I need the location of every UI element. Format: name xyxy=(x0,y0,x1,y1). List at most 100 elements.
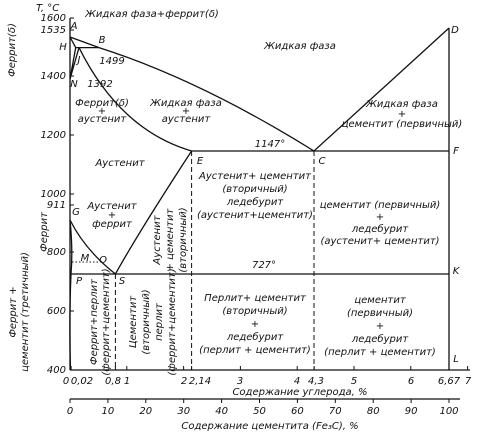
point-label: N xyxy=(70,79,78,90)
x-tick-label: 2,14 xyxy=(189,376,211,387)
x2-tick-label: 60 xyxy=(291,406,304,417)
temperature-label: 1147° xyxy=(255,139,285,150)
region-label: (вторичный) xyxy=(222,184,287,195)
region-label: Жидкая фаза+феррит(δ) xyxy=(84,9,219,20)
point-label: M xyxy=(81,253,90,264)
region-label: Феррит+перлит xyxy=(89,278,100,365)
es-line xyxy=(114,150,193,275)
region-label: Аустенит xyxy=(152,214,163,265)
x-tick-label: 5 xyxy=(351,376,357,387)
region-label: (аустенит+цементит) xyxy=(197,210,313,221)
region-label: феррит xyxy=(92,219,133,230)
x-tick-label: 1 xyxy=(124,376,130,387)
y-tick-label: 911 xyxy=(47,200,66,211)
region-label: Жидкая фаза xyxy=(149,98,222,109)
y-tick-label: 800 xyxy=(47,247,66,258)
region-label: + цементит xyxy=(165,207,176,271)
x-tick-label: 7 xyxy=(465,376,472,387)
x2-tick-label: 10 xyxy=(102,406,115,417)
point-label: O xyxy=(99,255,107,266)
point-label: P xyxy=(76,276,83,287)
x-tick-label: 0,8 xyxy=(105,376,121,387)
region-label: Аустенит xyxy=(86,201,137,212)
region-label: Жидкая фаза xyxy=(263,41,336,52)
region-label: Феррит(δ) xyxy=(7,23,18,77)
x-tick-label: 4,3 xyxy=(308,376,324,387)
x-tick-label: 4 xyxy=(294,376,300,387)
point-label: E xyxy=(197,156,204,167)
region-label: цементит xyxy=(354,295,407,306)
point-label: S xyxy=(119,276,126,287)
point-label: J xyxy=(76,55,81,66)
region-label: (феррит+цементит) xyxy=(101,268,112,375)
region-label: + xyxy=(376,321,384,332)
point-label: H xyxy=(59,42,67,53)
x2-tick-label: 20 xyxy=(139,406,152,417)
y-axis-label: T, °C xyxy=(36,3,59,14)
point-label: B xyxy=(99,35,106,46)
region-label: Феррит xyxy=(39,211,50,252)
x-tick-label: 6,67 xyxy=(438,376,461,387)
point-label: K xyxy=(453,266,461,277)
region-label: (аустенит+ цементит) xyxy=(320,236,439,247)
region-label: ледебурит xyxy=(351,223,410,235)
region-label: цементит (третичный) xyxy=(20,252,31,372)
point-label: L xyxy=(453,354,459,365)
x-tick-label: 3 xyxy=(237,376,243,387)
y-tick-label: 1535 xyxy=(41,25,66,36)
region-label: Жидкая фаза xyxy=(365,99,438,110)
region-label: (вторичный) xyxy=(178,207,189,272)
region-label: ледебурит xyxy=(351,333,410,345)
region-label: + xyxy=(108,210,116,221)
point-label: C xyxy=(319,156,326,167)
region-label: (перлит + цементит) xyxy=(199,345,311,356)
region-label: перлит xyxy=(154,302,165,341)
solidus-gamma xyxy=(78,47,192,152)
y-tick-label: 1400 xyxy=(41,71,66,82)
x2-tick-label: 70 xyxy=(329,406,342,417)
delta-gamma-lines xyxy=(69,47,80,80)
gp-line xyxy=(69,219,73,371)
x2-tick-label: 80 xyxy=(367,406,380,417)
region-label: Цементит xyxy=(128,295,139,348)
region-label: Перлит+ цементит xyxy=(204,293,307,304)
x-tick-label: 2 xyxy=(181,376,187,387)
y-tick-label: 1600 xyxy=(41,13,66,24)
region-label: + xyxy=(98,106,106,117)
temperature-label: 1392 xyxy=(87,79,112,90)
x-tick-label: 0 xyxy=(63,376,69,387)
liquidus xyxy=(69,27,450,152)
region-label: цементит (первичный) xyxy=(320,200,441,211)
region-label: (вторичный) xyxy=(141,289,152,354)
x2-tick-label: 0 xyxy=(67,406,73,417)
x2-tick-label: 90 xyxy=(405,406,418,417)
region-label: ледебурит xyxy=(226,331,285,343)
x2-tick-label: 30 xyxy=(177,406,190,417)
point-label: F xyxy=(453,146,459,157)
y-tick-label: 600 xyxy=(47,306,66,317)
y-tick-label: 1200 xyxy=(41,130,66,141)
region-label: + xyxy=(182,106,190,117)
x2-tick-label: 40 xyxy=(215,406,228,417)
region-label: ледебурит xyxy=(226,196,285,208)
y-tick-label: 400 xyxy=(47,365,66,376)
region-label: (феррит+цементит) xyxy=(167,268,178,375)
region-label: + xyxy=(251,319,259,330)
x2-tick-label: 50 xyxy=(253,406,266,417)
region-label: Аустенит+ цементит xyxy=(198,171,312,182)
region-label: Феррит(δ) xyxy=(75,98,129,109)
region-label: (перлит + цементит) xyxy=(324,347,436,358)
region-label: + xyxy=(398,109,406,120)
region-label: (первичный) xyxy=(347,308,413,319)
region-label: Аустенит xyxy=(94,158,145,169)
region-label: + xyxy=(376,212,384,223)
x2-axis-label: Содержание цементита (Fe₃C), % xyxy=(181,421,358,432)
region-label: Феррит + xyxy=(8,286,19,337)
region-label: аустенит xyxy=(78,114,128,125)
region-label: (вторичный) xyxy=(222,306,287,317)
region-label: аустенит xyxy=(162,114,212,125)
gs-line xyxy=(69,219,116,275)
region-label: цементит (первичный) xyxy=(342,119,463,130)
